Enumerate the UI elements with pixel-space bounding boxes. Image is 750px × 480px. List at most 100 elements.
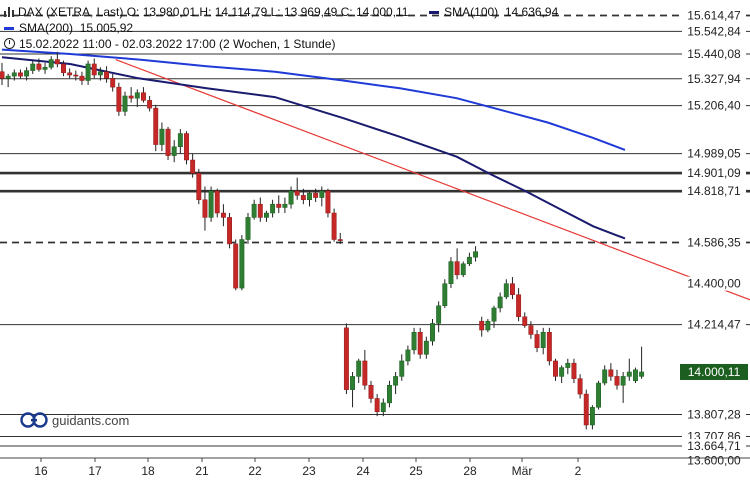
x-tick-label: 17 bbox=[88, 464, 102, 478]
candle-body bbox=[620, 376, 626, 386]
candle-body bbox=[602, 369, 608, 384]
candle-body bbox=[165, 128, 171, 156]
logo-text: guidants.com bbox=[52, 413, 130, 428]
candle-body bbox=[362, 360, 368, 386]
candle-body bbox=[331, 212, 337, 240]
candle-body bbox=[288, 190, 294, 205]
candle-body bbox=[11, 72, 17, 77]
period-text: 15.02.2022 11:00 - 02.03.2022 17:00 (2 W… bbox=[19, 37, 336, 51]
candle-body bbox=[430, 323, 435, 342]
sma100-value: 14.636,94 bbox=[504, 5, 559, 19]
candle-body bbox=[18, 72, 23, 77]
candle-body bbox=[516, 294, 522, 318]
candle-body bbox=[97, 71, 103, 76]
candle-body bbox=[571, 362, 577, 379]
price-label: 14.586,35 bbox=[687, 236, 741, 250]
price-label: 14.818,71 bbox=[687, 184, 741, 198]
x-tick-label: 23 bbox=[302, 464, 316, 478]
candle-body bbox=[448, 261, 454, 284]
price-label: 13.807,28 bbox=[687, 408, 741, 422]
candle-body bbox=[596, 382, 601, 408]
candle-body bbox=[190, 159, 196, 174]
candle-body bbox=[503, 283, 509, 298]
candle-body bbox=[159, 128, 165, 145]
price-label-bg bbox=[682, 453, 746, 468]
ohlc-bar-icon bbox=[4, 7, 14, 17]
price-label: 15.542,84 bbox=[687, 24, 741, 38]
x-tick-label: 24 bbox=[356, 464, 370, 478]
candle-body bbox=[307, 192, 312, 201]
candle-body bbox=[546, 331, 552, 362]
sma100-line bbox=[1, 56, 626, 240]
price-label-bg bbox=[682, 166, 746, 181]
candle-body bbox=[153, 107, 159, 145]
candle-body bbox=[368, 384, 374, 399]
candle-body bbox=[251, 203, 257, 218]
candle-body bbox=[282, 203, 288, 208]
current-price-box bbox=[680, 363, 748, 380]
x-tick-label: Mär bbox=[512, 464, 533, 478]
candle-body bbox=[540, 331, 546, 348]
candle-body bbox=[54, 59, 60, 65]
candle-body bbox=[110, 78, 116, 88]
candle-body bbox=[79, 75, 85, 81]
candle-body bbox=[276, 203, 282, 208]
candle-body bbox=[577, 378, 583, 395]
candle-body bbox=[122, 95, 128, 112]
price-label: 15.327,94 bbox=[687, 72, 741, 86]
candle-body bbox=[589, 407, 595, 426]
candle-body bbox=[626, 371, 632, 377]
candle-body bbox=[393, 376, 399, 386]
candle-body bbox=[436, 305, 442, 324]
candle-body bbox=[91, 63, 97, 76]
candle-body bbox=[374, 398, 380, 412]
price-label-bg bbox=[682, 407, 746, 422]
candle-body bbox=[270, 203, 276, 214]
price-label: 14.901,09 bbox=[687, 166, 741, 180]
candle-body bbox=[343, 327, 349, 390]
price-label: 15.614,47 bbox=[687, 9, 741, 23]
candle-body bbox=[48, 59, 54, 68]
candle-body bbox=[257, 203, 263, 218]
candle-body bbox=[325, 190, 331, 214]
candle-body bbox=[220, 212, 226, 218]
x-tick-label: 25 bbox=[409, 464, 423, 478]
clock-icon bbox=[4, 38, 15, 49]
price-label: 14.214,47 bbox=[687, 318, 741, 332]
candle-body bbox=[147, 100, 153, 109]
candle-body bbox=[350, 376, 356, 390]
candle-body bbox=[356, 360, 362, 377]
candle-body bbox=[202, 199, 208, 218]
candle-body bbox=[411, 331, 417, 351]
candle-body bbox=[294, 190, 300, 196]
candle-body bbox=[399, 360, 405, 377]
price-label: 14.400,00 bbox=[687, 277, 741, 291]
price-label: 15.206,40 bbox=[687, 99, 741, 113]
price-label-bg bbox=[682, 24, 746, 39]
candle-body bbox=[559, 367, 565, 377]
price-label-bg bbox=[682, 184, 746, 199]
guidants-logo: guidants.com bbox=[20, 412, 129, 428]
candle-body bbox=[442, 283, 448, 306]
x-tick-label: 28 bbox=[463, 464, 477, 478]
candle-body bbox=[614, 376, 620, 386]
price-label-bg bbox=[682, 71, 746, 86]
price-label-bg bbox=[682, 276, 746, 291]
candle-body bbox=[387, 384, 392, 404]
candle-body bbox=[583, 393, 589, 426]
sma200-line bbox=[1, 48, 626, 151]
candle-body bbox=[239, 239, 245, 289]
candle-body bbox=[36, 63, 42, 70]
candle-body bbox=[184, 133, 189, 161]
candle-body bbox=[319, 190, 325, 198]
x-tick-label: 18 bbox=[141, 464, 155, 478]
candle-body bbox=[639, 371, 645, 377]
candle-body bbox=[5, 75, 11, 79]
candle-body bbox=[553, 360, 558, 377]
candle-body bbox=[337, 239, 343, 241]
price-label: 13.600,00 bbox=[687, 453, 741, 467]
candle-body bbox=[510, 283, 515, 295]
candle-body bbox=[61, 63, 66, 74]
candle-body bbox=[497, 296, 503, 309]
